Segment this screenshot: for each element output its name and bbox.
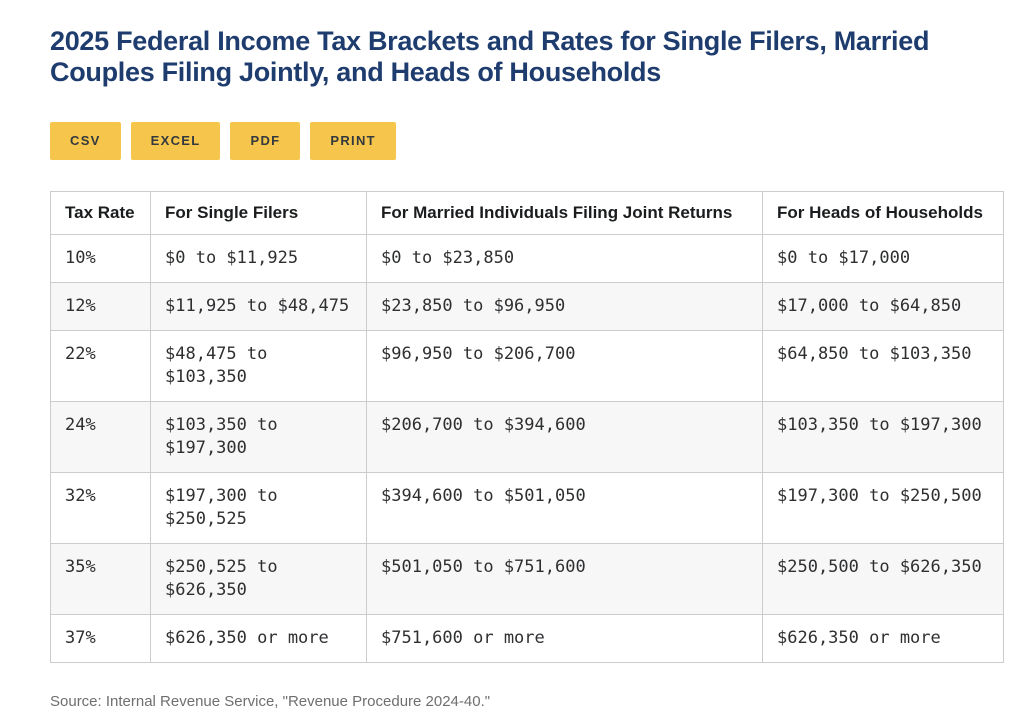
- export-toolbar: CSV EXCEL PDF PRINT: [50, 122, 1003, 160]
- married-joint-cell: $501,050 to $751,600: [366, 543, 763, 615]
- table-row: 35% $250,525 to $626,350 $501,050 to $75…: [50, 543, 1004, 615]
- tax-rate-cell: 24%: [50, 401, 151, 473]
- table-row: 10% $0 to $11,925 $0 to $23,850 $0 to $1…: [50, 234, 1004, 283]
- heads-of-households-cell: $17,000 to $64,850: [762, 282, 1004, 331]
- single-filers-cell: $197,300 to $250,525: [150, 472, 367, 544]
- heads-of-households-cell: $103,350 to $197,300: [762, 401, 1004, 473]
- married-joint-cell: $96,950 to $206,700: [366, 330, 763, 402]
- heads-of-households-cell: $626,350 or more: [762, 614, 1004, 663]
- table-header-row: Tax Rate For Single Filers For Married I…: [50, 191, 1004, 235]
- table-row: 22% $48,475 to $103,350 $96,950 to $206,…: [50, 330, 1004, 402]
- tax-rate-cell: 35%: [50, 543, 151, 615]
- married-joint-cell: $394,600 to $501,050: [366, 472, 763, 544]
- export-excel-button[interactable]: EXCEL: [130, 122, 221, 160]
- tax-brackets-table: Tax Rate For Single Filers For Married I…: [50, 191, 1004, 663]
- column-header-tax-rate: Tax Rate: [50, 191, 151, 235]
- heads-of-households-cell: $64,850 to $103,350: [762, 330, 1004, 402]
- export-pdf-button[interactable]: PDF: [230, 122, 301, 160]
- source-note: Source: Internal Revenue Service, "Reven…: [50, 693, 491, 710]
- heads-of-households-cell: $0 to $17,000: [762, 234, 1004, 283]
- table-row: 24% $103,350 to $197,300 $206,700 to $39…: [50, 401, 1004, 473]
- page-title: 2025 Federal Income Tax Brackets and Rat…: [50, 26, 930, 87]
- married-joint-cell: $23,850 to $96,950: [366, 282, 763, 331]
- tax-rate-cell: 37%: [50, 614, 151, 663]
- single-filers-cell: $250,525 to $626,350: [150, 543, 367, 615]
- heads-of-households-cell: $197,300 to $250,500: [762, 472, 1004, 544]
- single-filers-cell: $48,475 to $103,350: [150, 330, 367, 402]
- export-print-button[interactable]: PRINT: [310, 122, 396, 160]
- tax-rate-cell: 22%: [50, 330, 151, 402]
- single-filers-cell: $11,925 to $48,475: [150, 282, 367, 331]
- single-filers-cell: $103,350 to $197,300: [150, 401, 367, 473]
- tax-rate-cell: 32%: [50, 472, 151, 544]
- column-header-single-filers: For Single Filers: [150, 191, 367, 235]
- single-filers-cell: $626,350 or more: [150, 614, 367, 663]
- column-header-heads-of-households: For Heads of Households: [762, 191, 1004, 235]
- export-csv-button[interactable]: CSV: [50, 122, 121, 160]
- table-row: 32% $197,300 to $250,525 $394,600 to $50…: [50, 472, 1004, 544]
- column-header-married-joint: For Married Individuals Filing Joint Ret…: [366, 191, 763, 235]
- single-filers-cell: $0 to $11,925: [150, 234, 367, 283]
- tax-rate-cell: 10%: [50, 234, 151, 283]
- married-joint-cell: $0 to $23,850: [366, 234, 763, 283]
- tax-rate-cell: 12%: [50, 282, 151, 331]
- married-joint-cell: $751,600 or more: [366, 614, 763, 663]
- table-row: 12% $11,925 to $48,475 $23,850 to $96,95…: [50, 282, 1004, 331]
- heads-of-households-cell: $250,500 to $626,350: [762, 543, 1004, 615]
- table-row: 37% $626,350 or more $751,600 or more $6…: [50, 614, 1004, 663]
- married-joint-cell: $206,700 to $394,600: [366, 401, 763, 473]
